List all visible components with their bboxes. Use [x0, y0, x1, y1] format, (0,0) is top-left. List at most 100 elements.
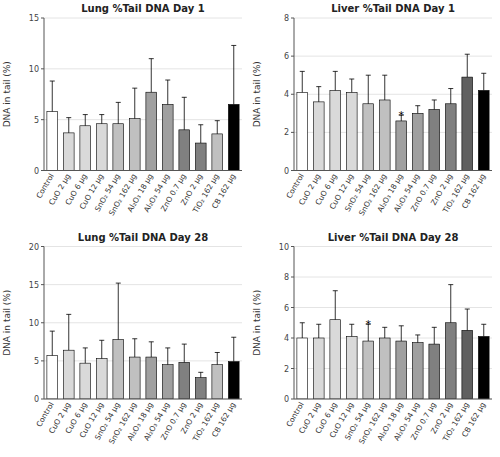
panel: Lung %Tail DNA Day 28DNA in tail (%)0510…: [2, 232, 242, 446]
tick-label: 10: [279, 243, 289, 252]
bar: [462, 77, 473, 170]
bar: [179, 130, 190, 171]
tick-label: CB 162 μg: [460, 400, 487, 438]
grid-line: [44, 68, 242, 69]
error-bar: [481, 73, 486, 90]
bar: [80, 363, 91, 399]
y-axis: [294, 18, 295, 171]
error-bar: [333, 291, 338, 320]
figure: Lung %Tail DNA Day 1 DNA in tail (%) 0 5 10 1…: [0, 0, 500, 457]
bar: [297, 92, 308, 170]
error-bar: [198, 372, 203, 377]
plot-area: [47, 45, 239, 170]
bar: [63, 350, 74, 399]
tick-label: 2: [284, 365, 289, 374]
error-bar: [165, 348, 170, 365]
grid-line: [294, 170, 492, 171]
bar: [129, 357, 140, 399]
tick-label: 10: [29, 65, 39, 74]
error-bar: [83, 115, 88, 126]
error-bar: [231, 45, 236, 104]
tick-label: 15: [29, 14, 39, 23]
bar: [297, 338, 308, 399]
bar: [228, 362, 239, 399]
bar: [445, 104, 456, 171]
bar: [212, 365, 223, 399]
tick-label: 0: [284, 167, 289, 176]
bar: [330, 90, 341, 170]
bar: [363, 341, 374, 399]
title: Liver %Tail DNA Day 28: [328, 232, 459, 243]
grid-line: [44, 399, 242, 400]
bar: [346, 92, 357, 170]
grid-line: [294, 56, 492, 57]
error-bar: [132, 339, 137, 357]
error-bar: [116, 102, 121, 123]
tick-label: 2: [284, 128, 289, 137]
y-axis: [294, 247, 295, 400]
tick-label: 0: [34, 395, 39, 404]
error-bar: [215, 352, 220, 364]
error-bar: [165, 80, 170, 104]
error-bar: [132, 88, 137, 119]
tick-label: 6: [284, 304, 289, 313]
grid-line: [44, 170, 242, 171]
bar: [379, 338, 390, 399]
tick-label: 0: [34, 167, 39, 176]
bar: [396, 341, 407, 399]
bar: [63, 133, 74, 171]
error-bar: [432, 100, 437, 110]
error-bar: [149, 342, 154, 357]
bar: [129, 119, 140, 171]
bar: [313, 338, 324, 399]
error-bar: [366, 75, 371, 104]
bar: [412, 343, 423, 399]
tick-label: ZnO 0.7 μg: [409, 172, 438, 213]
title: Lung %Tail DNA Day 1: [81, 3, 205, 14]
tick-label: 5: [34, 116, 39, 125]
bar: [47, 356, 58, 399]
tick-label: 4: [284, 334, 289, 343]
error-bar: [349, 79, 354, 92]
error-bar: [465, 54, 470, 77]
annotation: *: [366, 318, 372, 331]
bar: [412, 113, 423, 170]
tick-label: ZnO 0.7 μg: [159, 172, 188, 213]
grid-line: [44, 322, 242, 323]
error-bar: [399, 326, 404, 341]
error-bar: [215, 121, 220, 134]
x-axis: [44, 170, 242, 171]
tick-label: 0: [284, 395, 289, 404]
bar: [146, 92, 157, 170]
annotation: *: [399, 109, 405, 122]
tick-label: 8: [284, 273, 289, 282]
bar: [429, 344, 440, 399]
error-bar: [415, 335, 420, 343]
tick-label: 20: [29, 243, 39, 252]
error-bar: [50, 331, 55, 355]
grid-line: [44, 246, 242, 247]
axis-label: DNA in tail (%): [2, 61, 12, 127]
grid-line: [44, 18, 242, 19]
tick-label: 15: [29, 281, 39, 290]
error-bar: [50, 81, 55, 112]
x-axis: [294, 399, 492, 400]
bar: [212, 134, 223, 171]
error-bar: [448, 285, 453, 323]
error-bar: [99, 115, 104, 124]
y-axis: [44, 18, 45, 171]
error-bar: [349, 324, 354, 336]
bar: [80, 126, 91, 171]
grid-line: [294, 399, 492, 400]
bar: [146, 357, 157, 399]
grid-line: [294, 277, 492, 278]
error-bar: [300, 323, 305, 338]
tick-label: 6: [284, 52, 289, 61]
panel: Lung %Tail DNA Day 1 DNA in tail (%) 0 5 10 1…: [2, 3, 242, 217]
plot-area: [297, 285, 489, 399]
x-axis: [44, 399, 242, 400]
bar: [478, 336, 489, 399]
error-bar: [182, 344, 187, 362]
grid-line: [44, 284, 242, 285]
bar: [363, 104, 374, 171]
